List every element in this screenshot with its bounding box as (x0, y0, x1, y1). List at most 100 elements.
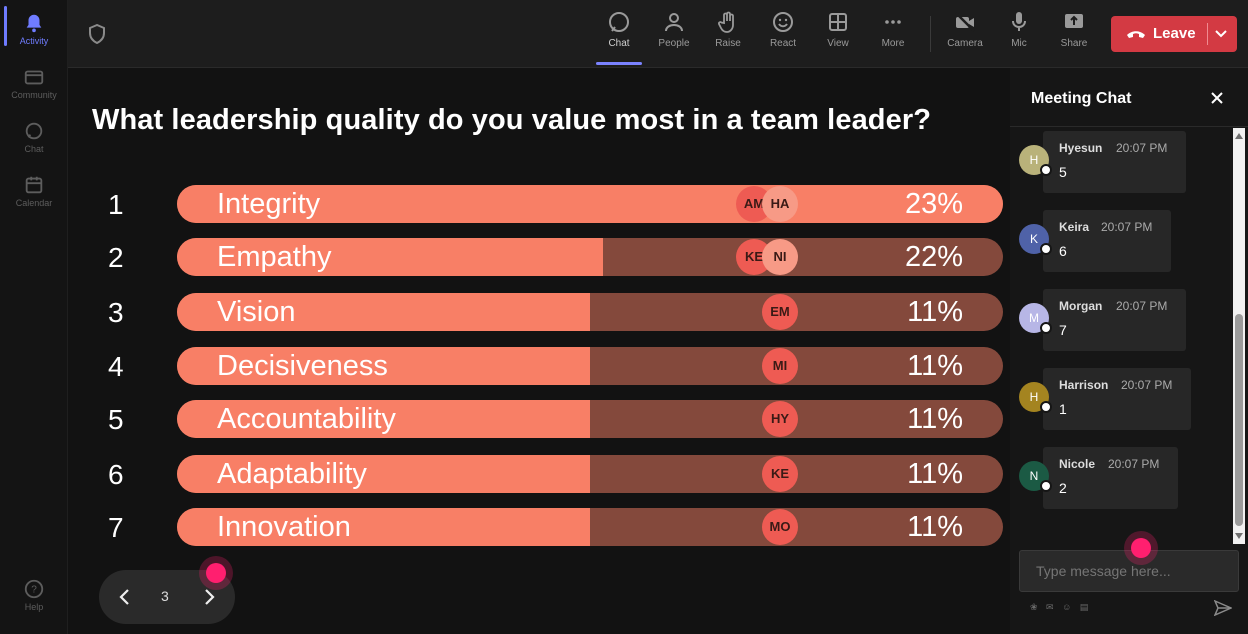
chat-icon (25, 122, 43, 140)
option-rank: 1 (108, 189, 124, 220)
voter-avatar: KE (762, 456, 798, 492)
toolbar-mic-button[interactable]: Mic (994, 10, 1044, 49)
rail-item-help[interactable]: ? Help (0, 578, 68, 612)
scroll-up-arrow[interactable] (1235, 133, 1243, 139)
option-percent: 22% (904, 241, 963, 273)
chat-bubble: Harrison 20:07 PM 1 (1043, 368, 1191, 430)
toolbar-button-label: People (658, 38, 690, 49)
chevron-down-icon[interactable] (1214, 27, 1228, 41)
toolbar-chat-button[interactable]: Chat (594, 10, 644, 65)
camera-off-icon (955, 12, 975, 32)
poll-option-row: 3 Vision EM 11% (68, 293, 1010, 331)
option-rank: 5 (108, 404, 124, 435)
hand-icon (718, 11, 734, 33)
voter-avatar: HY (762, 401, 798, 437)
page-number: 3 (161, 588, 169, 604)
svg-text:?: ? (31, 585, 37, 596)
avatar: M (1019, 303, 1052, 334)
scroll-thumb[interactable] (1235, 314, 1243, 526)
toolbar-people-button[interactable]: People (649, 10, 699, 49)
chat-bubble: Keira 20:07 PM 6 (1043, 210, 1171, 272)
message-text: 1 (1059, 401, 1067, 417)
option-bar-fill (177, 508, 590, 546)
toolbar-camera-button[interactable]: Camera (940, 10, 990, 49)
chat-scrollbar[interactable] (1233, 128, 1245, 544)
voter-avatar: NI (762, 239, 798, 275)
help-icon: ? (24, 579, 44, 599)
shield-icon (89, 24, 105, 44)
status-dot (1040, 480, 1052, 492)
toolbar-button-label: Mic (1011, 38, 1027, 49)
toolbar-more-button[interactable]: More (868, 10, 918, 49)
option-percent: 11% (907, 403, 963, 435)
chevron-left-icon[interactable] (115, 587, 135, 607)
more-icon (885, 20, 901, 24)
option-bar-fill (177, 185, 1003, 223)
chat-message-input[interactable] (1019, 550, 1239, 592)
smiley-icon (773, 12, 793, 32)
pointer-indicator (206, 563, 226, 583)
avatar-initial: H (1029, 390, 1039, 404)
toolbar-share-button[interactable]: Share (1049, 10, 1099, 49)
option-label: Accountability (217, 403, 396, 435)
send-icon[interactable] (1214, 600, 1232, 616)
chevron-right-icon[interactable] (199, 587, 219, 607)
option-bar: Vision EM 11% (177, 293, 1003, 331)
chat-header-divider (1010, 126, 1248, 127)
avatar-initial: N (1029, 469, 1039, 483)
status-dot (1040, 401, 1052, 413)
status-dot (1040, 322, 1052, 334)
bell-icon (26, 14, 42, 33)
message-time: 20:07 PM (1108, 457, 1160, 471)
voter-avatar: HA (762, 186, 798, 222)
toolbar-button-label: More (881, 38, 905, 49)
option-bar-fill (177, 238, 604, 276)
option-label: Integrity (217, 188, 321, 220)
voter-avatar: MO (762, 509, 798, 545)
rail-item-label: Activity (19, 36, 49, 46)
avatar: N (1019, 461, 1052, 492)
sender-name: Hyesun (1059, 141, 1103, 155)
message-time: 20:07 PM (1101, 220, 1153, 234)
option-percent: 11% (907, 296, 963, 328)
chat-title: Meeting Chat (1031, 90, 1132, 107)
poll-option-row: 1 Integrity AM HA 23% (68, 185, 1010, 223)
option-label: Vision (217, 296, 296, 328)
option-rank: 3 (108, 297, 124, 328)
voter-avatar: MI (762, 348, 798, 384)
pointer-indicator (1131, 538, 1151, 558)
rail-item-label: Calendar (15, 198, 53, 208)
rail-item-community[interactable]: Community (0, 66, 68, 100)
people-icon (665, 13, 683, 32)
option-label: Adaptability (217, 458, 367, 490)
share-icon (1065, 14, 1083, 28)
toolbar-button-label: Raise (715, 38, 741, 49)
option-bar: Integrity AM HA 23% (177, 185, 1003, 223)
rail-item-chat[interactable]: Chat (0, 120, 68, 154)
toolbar-view-button[interactable]: View (813, 10, 863, 49)
option-label: Empathy (217, 241, 332, 273)
chat-format-tools[interactable]: ❀ ✉ ☺ ▤ (1030, 602, 1092, 612)
option-bar: Innovation MO 11% (177, 508, 1003, 546)
close-icon[interactable] (1209, 90, 1225, 106)
option-percent: 11% (907, 350, 963, 382)
option-bar-fill (177, 347, 590, 385)
leave-button-label: Leave (1153, 25, 1196, 42)
rail-item-calendar[interactable]: Calendar (0, 174, 68, 208)
poll-question: What leadership quality do you value mos… (92, 104, 932, 136)
chat-bubble: Nicole 20:07 PM 2 (1043, 447, 1178, 509)
chat-message: Morgan 20:07 PM 7 M (1010, 289, 1232, 353)
toolbar-react-button[interactable]: React (758, 10, 808, 49)
scroll-down-arrow[interactable] (1235, 533, 1243, 539)
rail-item-label: Chat (24, 144, 44, 154)
leave-divider (1207, 23, 1208, 45)
toolbar-raise-button[interactable]: Raise (703, 10, 753, 49)
chat-message: Harrison 20:07 PM 1 H (1010, 368, 1232, 432)
status-dot (1040, 164, 1052, 176)
avatar: H (1019, 382, 1052, 413)
poll-results: What leadership quality do you value mos… (68, 68, 1010, 634)
rail-item-activity[interactable]: Activity (0, 6, 68, 46)
option-bar: Adaptability KE 11% (177, 455, 1003, 493)
option-percent: 11% (907, 511, 963, 543)
leave-button[interactable]: Leave (1111, 16, 1237, 52)
